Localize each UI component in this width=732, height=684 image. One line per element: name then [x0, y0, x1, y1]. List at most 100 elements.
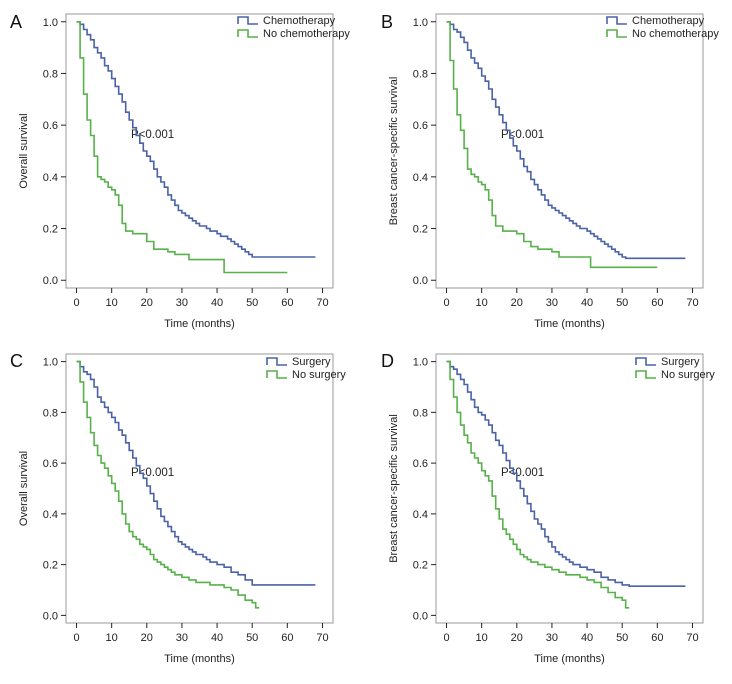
y-axis-title: Overall survival: [18, 451, 30, 526]
y-tick-label: 0.6: [413, 458, 428, 470]
y-axis-title: Breast cancer-specific survival: [388, 414, 400, 563]
x-tick-label: 10: [476, 297, 488, 309]
y-tick-label: 0.2: [413, 560, 428, 572]
y-tick-label: 1.0: [413, 357, 428, 369]
y-tick-label: 0.4: [413, 509, 428, 521]
panel-label: B: [381, 12, 393, 32]
y-tick-label: 0.0: [43, 275, 58, 287]
x-tick-label: 70: [316, 632, 328, 644]
plot-frame: [435, 13, 704, 289]
x-tick-label: 10: [106, 297, 118, 309]
x-tick-label: 70: [316, 297, 328, 309]
x-tick-label: 50: [616, 632, 628, 644]
x-tick-label: 0: [73, 297, 79, 309]
x-tick-label: 50: [246, 632, 258, 644]
x-axis-title: Time (months): [534, 653, 605, 665]
survival-curve-untreated: [446, 360, 630, 609]
legend-label: No surgery: [661, 369, 715, 381]
x-tick-label: 60: [651, 632, 663, 644]
y-tick-label: 0.2: [43, 224, 58, 236]
y-tick-label: 0.0: [43, 610, 58, 622]
x-tick-label: 70: [686, 297, 698, 309]
y-tick-label: 0.0: [413, 610, 428, 622]
x-tick-label: 10: [476, 632, 488, 644]
x-tick-label: 30: [176, 632, 188, 644]
p-value-annotation: P<0.001: [131, 129, 174, 141]
y-tick-label: 0.6: [413, 120, 428, 132]
x-tick-label: 20: [511, 297, 523, 309]
survival-curve-treated: [446, 21, 686, 260]
survival-curve-treated: [76, 21, 316, 258]
x-tick-label: 0: [443, 632, 449, 644]
panel-a: A 0.0 0.2 0.4 0.6 0.8 1.0 0 10 20 30 40 50 60 70 Time (…: [10, 12, 350, 330]
y-tick-label: 1.0: [43, 17, 58, 29]
x-axis-title: Time (months): [534, 318, 605, 330]
survival-curve-treated: [446, 360, 686, 587]
x-axis-title: Time (months): [164, 318, 235, 330]
y-tick-label: 0.8: [413, 68, 428, 80]
legend-label: No chemotherapy: [632, 28, 719, 40]
panel-b: B 0.0 0.2 0.4 0.6 0.8 1.0 0 10 20 30 40 50 60 70 Time (…: [381, 12, 719, 330]
panel-label: A: [10, 12, 22, 32]
p-value-annotation: P<0.001: [131, 467, 174, 479]
legend-label: Chemotherapy: [632, 15, 705, 27]
survival-curve-untreated: [76, 360, 260, 609]
p-value-annotation: P<0.001: [501, 467, 544, 479]
y-tick-label: 0.4: [43, 172, 58, 184]
survival-curve-untreated: [446, 21, 658, 269]
x-tick-label: 60: [281, 632, 293, 644]
x-tick-label: 30: [546, 632, 558, 644]
legend-label: Surgery: [661, 356, 700, 368]
y-tick-label: 0.8: [413, 407, 428, 419]
x-tick-label: 60: [651, 297, 663, 309]
panel-label: D: [381, 351, 394, 371]
x-axis-title: Time (months): [164, 653, 235, 665]
x-tick-label: 20: [511, 632, 523, 644]
x-tick-label: 40: [211, 632, 223, 644]
y-tick-label: 1.0: [43, 357, 58, 369]
y-tick-label: 0.6: [43, 120, 58, 132]
plot-frame: [65, 353, 334, 624]
survival-curve-treated: [76, 360, 316, 586]
plot-frame: [435, 353, 704, 624]
y-tick-label: 1.0: [413, 17, 428, 29]
y-axis-title: Breast cancer-specific survival: [388, 77, 400, 226]
x-tick-label: 20: [141, 632, 153, 644]
y-tick-label: 0.6: [43, 458, 58, 470]
plot-frame: [65, 13, 334, 289]
legend-label: No surgery: [292, 369, 346, 381]
x-tick-label: 0: [443, 297, 449, 309]
panel-d: D 0.0 0.2 0.4 0.6 0.8 1.0 0 10 20 30 40 50 60 70 Time (…: [381, 351, 715, 665]
y-tick-label: 0.0: [413, 275, 428, 287]
legend-label: Chemotherapy: [263, 15, 336, 27]
legend-swatch: [266, 357, 287, 366]
x-tick-label: 50: [246, 297, 258, 309]
legend-swatch: [266, 370, 287, 379]
y-tick-label: 0.4: [43, 509, 58, 521]
x-tick-label: 70: [686, 632, 698, 644]
y-tick-label: 0.8: [43, 407, 58, 419]
panel-label: C: [10, 351, 23, 371]
y-tick-label: 0.8: [43, 68, 58, 80]
x-tick-label: 30: [546, 297, 558, 309]
legend-swatch: [606, 29, 627, 38]
x-tick-label: 60: [281, 297, 293, 309]
legend-swatch: [635, 357, 656, 366]
x-tick-label: 30: [176, 297, 188, 309]
legend-swatch: [237, 16, 258, 25]
x-tick-label: 40: [211, 297, 223, 309]
legend-swatch: [635, 370, 656, 379]
legend-swatch: [606, 16, 627, 25]
x-tick-label: 40: [581, 632, 593, 644]
y-tick-label: 0.4: [413, 172, 428, 184]
legend-label: No chemotherapy: [263, 28, 350, 40]
legend-swatch: [237, 29, 258, 38]
x-tick-label: 20: [141, 297, 153, 309]
x-tick-label: 0: [73, 632, 79, 644]
legend-label: Surgery: [292, 356, 331, 368]
y-tick-label: 0.2: [43, 560, 58, 572]
y-axis-title: Overall survival: [18, 113, 30, 188]
x-tick-label: 50: [616, 297, 628, 309]
x-tick-label: 10: [106, 632, 118, 644]
